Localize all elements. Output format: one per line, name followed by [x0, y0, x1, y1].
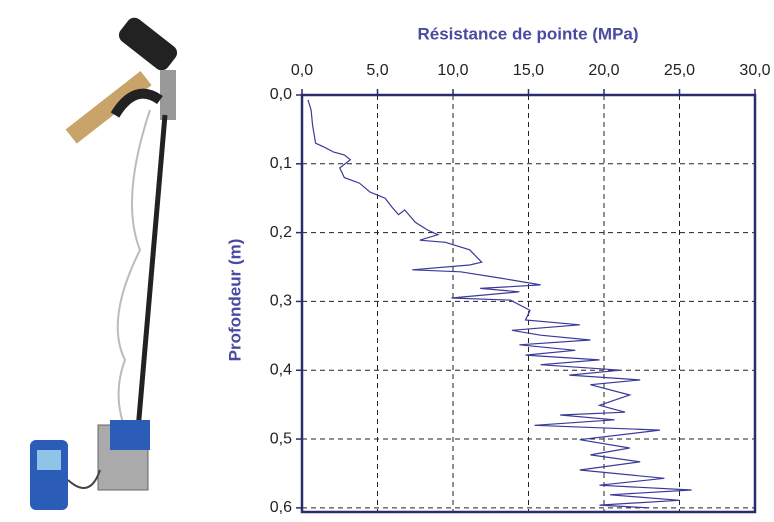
- x-tick-label: 20,0: [588, 62, 619, 79]
- y-tick-label: 0,4: [270, 361, 292, 378]
- data-line: [307, 99, 692, 509]
- y-tick-label: 0,2: [270, 224, 292, 241]
- x-tick-label: 15,0: [513, 62, 544, 79]
- x-tick-label: 0,0: [291, 62, 313, 79]
- hammer-handle: [65, 70, 152, 144]
- x-tick-label: 5,0: [366, 62, 388, 79]
- device-cable: [67, 469, 101, 489]
- hammer-head: [118, 17, 178, 71]
- device-screen: [37, 450, 61, 470]
- cable: [116, 109, 151, 441]
- plot-frame: [300, 93, 757, 514]
- y-tick-label: 0,0: [270, 86, 292, 103]
- grip: [110, 88, 163, 118]
- y-tick-label: 0,1: [270, 155, 292, 172]
- penetrometer-photo: [30, 17, 178, 510]
- base-plate: [110, 420, 150, 450]
- anvil: [160, 70, 176, 120]
- x-tick-label: 25,0: [664, 62, 695, 79]
- rod: [135, 114, 168, 431]
- x-tick-label: 30,0: [739, 62, 770, 79]
- y-axis-label: Profondeur (m): [225, 239, 244, 362]
- y-tick-label: 0,5: [270, 430, 292, 447]
- x-tick-label: 10,0: [437, 62, 468, 79]
- chart-title: Résistance de pointe (MPa): [417, 24, 638, 43]
- y-tick-label: 0,6: [270, 499, 292, 516]
- y-tick-label: 0,3: [270, 293, 292, 310]
